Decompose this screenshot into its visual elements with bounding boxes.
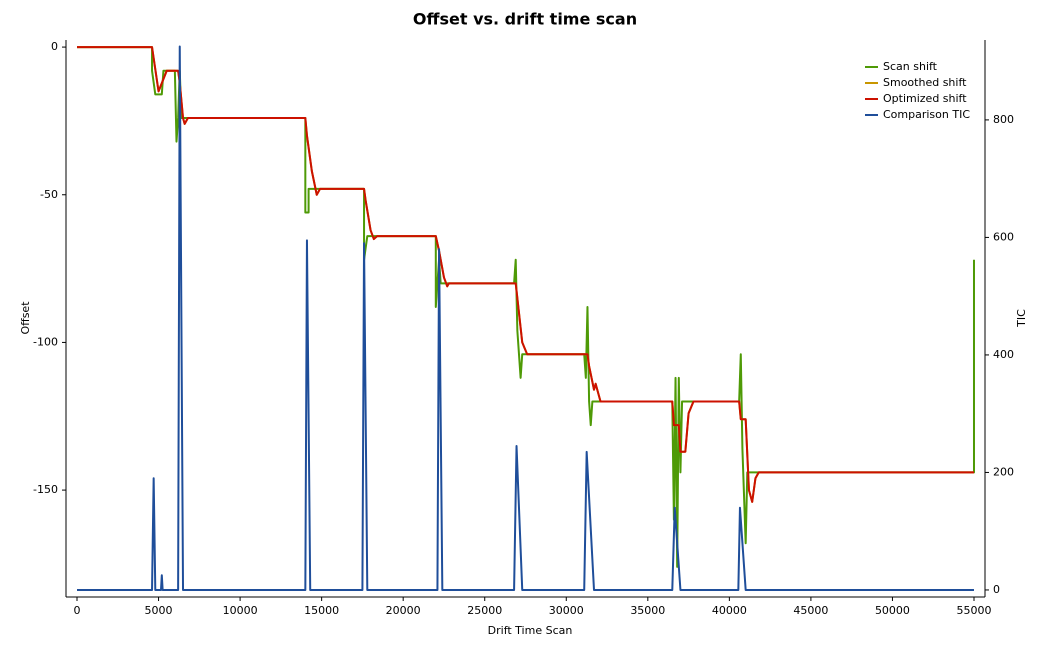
series-line xyxy=(77,45,974,591)
x-tick-label: 35000 xyxy=(630,604,665,617)
x-tick-label: 55000 xyxy=(956,604,991,617)
y2-tick-label: 400 xyxy=(993,348,1014,361)
y-axis-label: Offset xyxy=(19,301,32,335)
legend-label: Optimized shift xyxy=(883,92,967,105)
y-tick-label: -50 xyxy=(40,188,58,201)
series-line xyxy=(77,46,974,503)
series-line xyxy=(77,46,974,503)
legend-label: Scan shift xyxy=(883,60,938,73)
x-tick-label: 40000 xyxy=(712,604,747,617)
x-axis-label: Drift Time Scan xyxy=(488,624,573,637)
x-tick-label: 0 xyxy=(74,604,81,617)
x-tick-label: 30000 xyxy=(549,604,584,617)
y-tick-label: -150 xyxy=(33,483,58,496)
y2-tick-label: 0 xyxy=(993,583,1000,596)
y2-axis-label: TIC xyxy=(1015,309,1028,328)
x-tick-label: 50000 xyxy=(875,604,910,617)
x-tick-label: 25000 xyxy=(467,604,502,617)
y-tick-label: 0 xyxy=(51,40,58,53)
y-tick-label: -100 xyxy=(33,335,58,348)
series-line xyxy=(77,46,975,568)
y2-tick-label: 200 xyxy=(993,465,1014,478)
x-tick-label: 15000 xyxy=(304,604,339,617)
legend-label: Comparison TIC xyxy=(883,108,970,121)
y2-tick-label: 600 xyxy=(993,230,1014,243)
legend-label: Smoothed shift xyxy=(883,76,967,89)
y2-tick-label: 800 xyxy=(993,113,1014,126)
x-tick-label: 5000 xyxy=(145,604,173,617)
x-tick-label: 10000 xyxy=(223,604,258,617)
x-tick-label: 45000 xyxy=(793,604,828,617)
x-tick-label: 20000 xyxy=(386,604,421,617)
chart-title: Offset vs. drift time scan xyxy=(413,10,637,29)
